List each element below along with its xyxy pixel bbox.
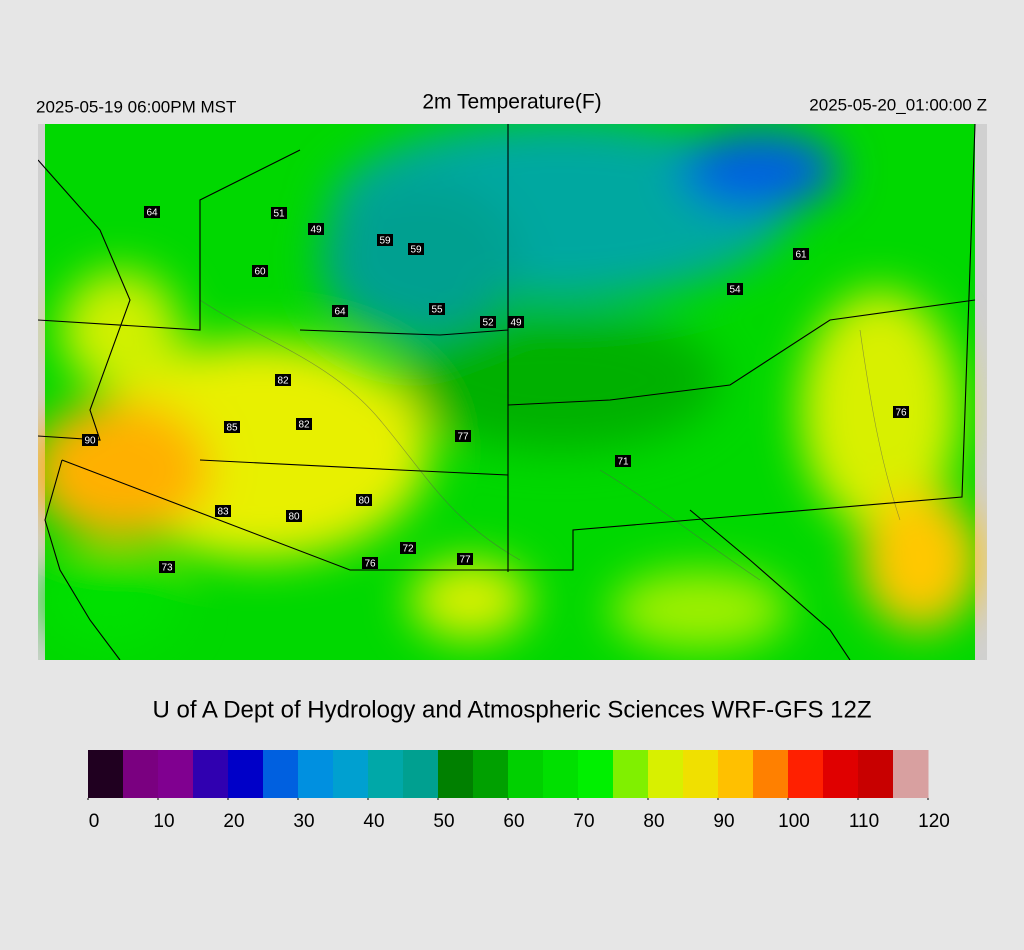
station-temp: 72 [402,544,414,555]
temperature-map [38,124,987,660]
colorbar-bin [368,750,404,798]
colorbar-bin [298,750,334,798]
colorbar-bin [158,750,194,798]
station-temp: 80 [288,512,300,523]
station-temp: 59 [410,245,422,256]
station-temp: 77 [459,555,471,566]
station-box [252,265,268,277]
colorbar-tick-label: 110 [849,811,879,832]
valid-utc-time: 2025-05-20_01:00:00 Z [809,95,987,114]
station-temp: 64 [146,208,158,219]
colorbar-bin [823,750,859,798]
colorbar-tick-label: 20 [223,811,244,832]
station-box [615,455,631,467]
colorbar-tick-label: 30 [293,811,314,832]
station-box [275,374,291,386]
colorbar-bin [648,750,684,798]
colorbar-bin [578,750,614,798]
station-temp: 71 [617,457,629,468]
station-labels: 64 51 49 59 59 60 64 55 52 49 54 61 82 85 82 90 77 71 76 80… [82,206,909,574]
colorbar-bin [753,750,789,798]
colorbar-tick-label: 90 [713,811,734,832]
colorbar-bin [403,750,439,798]
station-box [457,553,473,565]
station-temp: 61 [795,250,807,261]
station-box [429,303,445,315]
station-box [224,421,240,433]
colorbar-bin [508,750,544,798]
station-temp: 76 [364,559,376,570]
colorbar-tick-label: 10 [153,811,174,832]
station-temp: 82 [298,420,310,431]
station-temp: 77 [457,432,469,443]
colorbar: 0 10 20 30 40 50 60 70 80 90 100 110 120 [87,750,950,832]
station-box [144,206,160,218]
colorbar-bin [893,750,929,798]
colorbar-bin [333,750,369,798]
station-temp: 54 [729,285,741,296]
colorbar-tick-label: 100 [778,811,810,832]
station-box [793,248,809,260]
colorbar-bin [263,750,299,798]
colorbar-bin [543,750,579,798]
station-box [508,316,524,328]
station-temp: 55 [431,305,443,316]
colorbar-bin [228,750,264,798]
station-box [408,243,424,255]
station-box [356,494,372,506]
station-box [400,542,416,554]
colorbar-tick-label: 50 [433,811,454,832]
station-box [215,505,231,517]
station-temp: 80 [358,496,370,507]
station-box [308,223,324,235]
station-temp: 52 [482,318,494,329]
colorbar-bin [123,750,159,798]
station-temp: 76 [895,408,907,419]
station-box [362,557,378,569]
colorbar-tick-label: 40 [363,811,384,832]
colorbar-bin [438,750,474,798]
station-box [286,510,302,522]
station-box [480,316,496,328]
station-temp: 82 [277,376,289,387]
station-temp: 60 [254,267,266,278]
credit: U of A Dept of Hydrology and Atmospheric… [153,696,872,723]
station-temp: 90 [84,436,96,447]
station-box [377,234,393,246]
map-title: 2m Temperature(F) [422,91,601,114]
station-box [727,283,743,295]
station-temp: 73 [161,563,173,574]
colorbar-bin [473,750,509,798]
colorbar-tick-label: 120 [918,811,950,832]
station-box [271,207,287,219]
station-box [82,434,98,446]
station-box [455,430,471,442]
colorbar-bin [788,750,824,798]
colorbar-bin [718,750,754,798]
colorbar-bin [613,750,649,798]
colorbar-bin [858,750,894,798]
station-box [296,418,312,430]
station-box [332,305,348,317]
colorbar-bin [88,750,124,798]
station-temp: 83 [217,507,229,518]
colorbar-tick-label: 70 [573,811,594,832]
colorbar-tick-label: 80 [643,811,664,832]
colorbar-tick-label: 60 [503,811,524,832]
station-box [893,406,909,418]
station-temp: 59 [379,236,391,247]
colorbar-bin [683,750,719,798]
colorbar-bin [193,750,229,798]
station-temp: 85 [226,423,238,434]
station-temp: 49 [510,318,522,329]
station-temp: 64 [334,307,346,318]
colorbar-tick-label: 0 [89,811,100,832]
valid-local-time: 2025-05-19 06:00PM MST [36,97,236,116]
station-temp: 49 [310,225,322,236]
station-box [159,561,175,573]
station-temp: 51 [273,209,285,220]
